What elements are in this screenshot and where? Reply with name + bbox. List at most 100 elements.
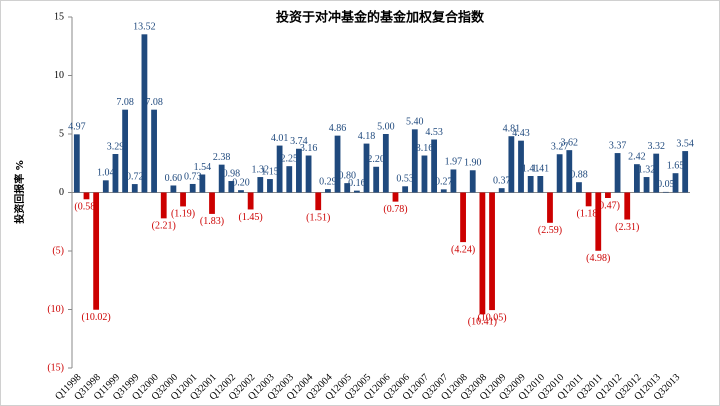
- data-label: (1.18): [577, 209, 601, 220]
- data-label: 4.86: [329, 123, 347, 134]
- data-label: 1.41: [522, 163, 540, 174]
- bar: [247, 192, 254, 210]
- bar: [566, 150, 573, 193]
- data-label: 4.81: [503, 124, 521, 135]
- bar: [392, 192, 399, 202]
- bar: [344, 183, 351, 193]
- bar: [73, 134, 80, 193]
- y-tick-label: (10): [47, 304, 64, 315]
- data-label: (2.21): [152, 221, 176, 232]
- bar: [257, 177, 264, 193]
- data-label: (1.51): [306, 212, 330, 223]
- data-label: 7.08: [116, 97, 134, 108]
- bar: [353, 190, 360, 193]
- data-label: 1.65: [667, 160, 685, 171]
- bar: [585, 192, 592, 207]
- y-tick-label: (15): [47, 362, 64, 373]
- bar: [102, 180, 109, 193]
- bar: [440, 189, 447, 193]
- data-label: 3.29: [107, 141, 125, 152]
- bar: [662, 191, 669, 193]
- bar: [160, 192, 167, 219]
- bar: [199, 174, 206, 193]
- data-label: (4.24): [451, 244, 475, 255]
- data-label: (10.05): [477, 312, 506, 323]
- bar: [537, 176, 544, 193]
- bar: [286, 166, 293, 193]
- data-label: 3.32: [647, 141, 665, 152]
- bar: [83, 192, 90, 200]
- bar: [209, 192, 215, 214]
- bar: [334, 135, 341, 193]
- bar: [363, 143, 370, 193]
- bar: [402, 186, 409, 193]
- data-label: 0.73: [184, 171, 202, 182]
- bar: [633, 164, 640, 193]
- data-label: (10.41): [468, 317, 497, 328]
- data-label: 1.90: [464, 158, 482, 169]
- data-label: (1.83): [200, 216, 224, 227]
- y-tick-label: 15: [54, 11, 64, 22]
- data-label: 0.88: [570, 170, 588, 181]
- data-label: 0.53: [396, 174, 414, 185]
- bar: [170, 185, 177, 193]
- y-tick-label: 5: [59, 128, 64, 139]
- bar: [489, 192, 495, 311]
- data-label: 3.27: [551, 142, 569, 153]
- y-axis-label: 投资回报率 %: [13, 160, 26, 224]
- data-label: 3.74: [290, 136, 308, 147]
- data-label: (0.58): [74, 202, 98, 213]
- bar: [382, 134, 389, 193]
- chart-title: 投资于对冲基金的基金加权复合指数: [276, 10, 485, 26]
- data-label: 1.54: [194, 162, 212, 173]
- bar: [122, 109, 129, 193]
- data-label: 1.41: [532, 163, 550, 174]
- bar: [324, 189, 331, 193]
- bar: [267, 179, 273, 193]
- data-label: (10.02): [82, 312, 111, 323]
- data-label: 0.60: [165, 173, 183, 184]
- bar: [218, 164, 225, 193]
- data-label: 2.38: [213, 152, 231, 163]
- data-label: (1.45): [239, 212, 263, 223]
- data-label: 3.62: [561, 137, 579, 148]
- data-label: 0.27: [435, 177, 453, 188]
- data-label: 0.29: [319, 176, 337, 187]
- data-label: (4.98): [586, 253, 610, 264]
- bar: [421, 155, 428, 193]
- data-label: 4.53: [425, 127, 443, 138]
- data-label: 2.20: [367, 154, 385, 165]
- bar: [373, 166, 380, 193]
- bar: [605, 192, 611, 198]
- data-label: 0.20: [232, 177, 250, 188]
- data-label: 0.72: [126, 171, 144, 182]
- data-label: (0.78): [383, 204, 407, 215]
- bar: [93, 192, 100, 310]
- bar: [624, 192, 631, 220]
- data-label: (0.47): [596, 200, 620, 211]
- data-label: 13.52: [133, 22, 156, 33]
- bar: [276, 145, 283, 193]
- data-label: 7.08: [145, 97, 163, 108]
- bar: [180, 192, 186, 207]
- data-label: 1.32: [638, 164, 656, 175]
- bar: [527, 176, 534, 193]
- data-label: 4.18: [358, 131, 376, 142]
- data-label: 3.16: [416, 143, 434, 154]
- bar: [305, 155, 312, 193]
- bar: [431, 139, 438, 193]
- bar: [672, 173, 679, 193]
- data-label: 4.43: [512, 128, 530, 139]
- data-label: (2.31): [615, 222, 639, 233]
- bar: [112, 154, 119, 193]
- bar: [508, 136, 515, 193]
- bar: [653, 153, 660, 193]
- bar: [518, 140, 524, 193]
- bar: [498, 188, 505, 193]
- bar: [614, 153, 621, 193]
- bar: [469, 170, 476, 193]
- bar: [131, 184, 138, 193]
- data-label: 5.00: [377, 121, 395, 132]
- data-label: 2.25: [281, 153, 299, 164]
